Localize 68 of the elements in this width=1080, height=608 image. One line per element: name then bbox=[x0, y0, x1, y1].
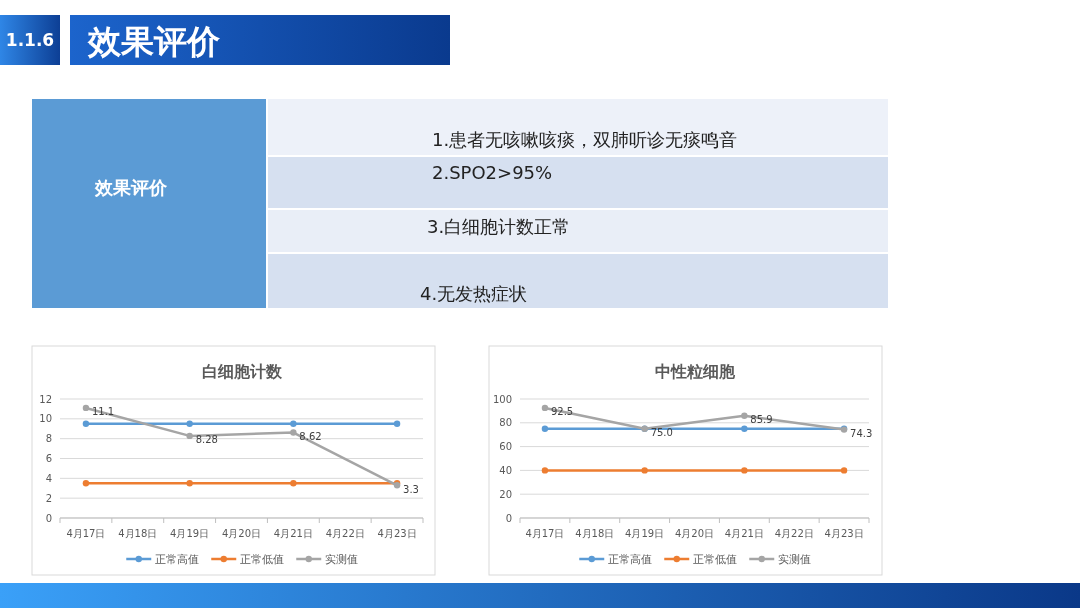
x-tick-label: 4月18日 bbox=[575, 528, 615, 539]
data-label: 3.3 bbox=[403, 483, 419, 495]
x-tick-label: 4月17日 bbox=[525, 528, 565, 539]
y-tick-label: 10 bbox=[39, 413, 52, 425]
x-tick-label: 4月21日 bbox=[724, 528, 764, 539]
y-tick-label: 12 bbox=[39, 393, 52, 405]
point bbox=[641, 467, 648, 474]
x-tick-label: 4月20日 bbox=[221, 528, 262, 539]
x-tick-label: 4月19日 bbox=[625, 528, 665, 539]
data-label: 75.0 bbox=[650, 427, 673, 439]
text: 效果评价 bbox=[87, 22, 221, 61]
text: 1.1.6 bbox=[5, 30, 55, 50]
x-tick-label: 4月21日 bbox=[273, 528, 313, 539]
legend-label: 正常低值 bbox=[240, 552, 285, 565]
x-tick-label: 4月19日 bbox=[170, 528, 210, 539]
data-label: 8.28 bbox=[195, 434, 218, 446]
y-tick-label: 80 bbox=[499, 417, 512, 429]
text: 效果评价 bbox=[94, 177, 168, 198]
legend-label: 正常低值 bbox=[693, 552, 738, 565]
text: 4.无发热症状 bbox=[420, 283, 528, 304]
y-tick-label: 100 bbox=[492, 393, 512, 405]
y-tick-label: 60 bbox=[499, 441, 512, 453]
text: 3.白细胞计数正常 bbox=[427, 216, 571, 237]
point bbox=[186, 420, 193, 427]
point bbox=[186, 432, 193, 440]
point bbox=[541, 467, 549, 474]
data-label: 92.5 bbox=[550, 406, 574, 418]
x-tick-label: 4月20日 bbox=[674, 528, 715, 539]
data-label: 74.3 bbox=[850, 428, 873, 440]
y-tick-label: 0 bbox=[505, 512, 512, 524]
point bbox=[840, 467, 848, 474]
point bbox=[290, 420, 297, 427]
x-tick-label: 4月22日 bbox=[774, 528, 814, 539]
data-label: 11.1 bbox=[91, 406, 115, 418]
point bbox=[290, 480, 297, 487]
point bbox=[741, 412, 748, 419]
data-label: 85.9 bbox=[750, 414, 773, 426]
point bbox=[82, 480, 90, 487]
point bbox=[541, 425, 549, 432]
legend-label: 实测值 bbox=[778, 552, 812, 565]
point bbox=[741, 425, 748, 432]
text: 1.患者无咳嗽咳痰，双肺听诊无痰鸣音 bbox=[432, 129, 738, 150]
point bbox=[186, 480, 193, 487]
chart-title: 中性粒细胞 bbox=[654, 362, 736, 381]
legend-label: 正常高值 bbox=[608, 552, 653, 565]
legend-label: 正常高值 bbox=[155, 552, 200, 565]
legend-label: 实测值 bbox=[325, 552, 359, 565]
point bbox=[82, 420, 90, 427]
x-tick-label: 4月23日 bbox=[377, 528, 417, 539]
text: 2.SPO2>95% bbox=[432, 162, 553, 183]
y-tick-label: 6 bbox=[45, 453, 52, 464]
chart-title: 白细胞计数 bbox=[201, 362, 283, 381]
point bbox=[290, 429, 297, 436]
y-tick-label: 8 bbox=[45, 433, 52, 445]
y-tick-label: 20 bbox=[499, 488, 512, 500]
point bbox=[541, 404, 549, 412]
y-tick-label: 4 bbox=[45, 472, 52, 484]
x-tick-label: 4月18日 bbox=[118, 528, 158, 539]
x-tick-label: 4月23日 bbox=[824, 528, 864, 539]
y-tick-label: 2 bbox=[45, 492, 52, 504]
y-tick-label: 40 bbox=[499, 464, 512, 476]
y-tick-label: 0 bbox=[45, 512, 52, 524]
x-tick-label: 4月17日 bbox=[66, 528, 106, 539]
point bbox=[393, 420, 401, 427]
point bbox=[741, 467, 748, 474]
x-tick-label: 4月22日 bbox=[325, 528, 365, 539]
point bbox=[82, 404, 90, 412]
data-label: 8.62 bbox=[299, 431, 322, 443]
